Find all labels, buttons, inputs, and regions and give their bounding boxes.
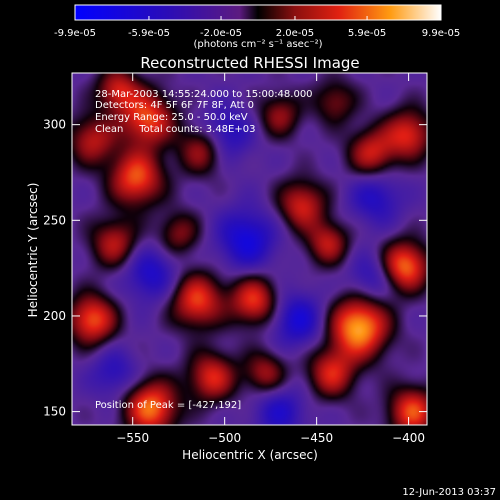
clean-counts-text: Clean Total counts: 3.48E+03 (95, 124, 255, 135)
colorbar-unit-label: (photons cm⁻² s⁻¹ asec⁻²) (193, 39, 322, 50)
chart-title: Reconstructed RHESSI Image (140, 54, 359, 72)
heatmap-image (72, 73, 427, 425)
footer-timestamp: 12-Jun-2013 03:37 (402, 487, 496, 498)
y-axis-label: Heliocentric Y (arcsec) (26, 183, 40, 318)
peak-position-text: Position of Peak = [-427,192] (95, 400, 241, 411)
x-tick-label: −500 (208, 431, 241, 445)
x-tick-label: −450 (300, 431, 333, 445)
colorbar-tick-label: 5.9e-05 (348, 28, 386, 39)
x-tick-label: −400 (392, 431, 425, 445)
colorbar: -9.9e-05 -5.9e-05 -2.0e-05 2.0e-05 5.9e-05 9.… (54, 4, 460, 50)
y-tick-label: 150 (43, 405, 66, 419)
y-axis-ticks: 150 200 250 300 (43, 118, 427, 419)
info-annotation: 28-Mar-2003 14:55:24.000 to 15:00:48.000… (95, 89, 313, 411)
colorbar-tick-label: 9.9e-05 (422, 28, 460, 39)
y-tick-label: 250 (43, 213, 66, 227)
colorbar-tick-label: -2.0e-05 (200, 28, 242, 39)
energy-range-text: Energy Range: 25.0 - 50.0 keV (95, 112, 248, 123)
time-range-text: 28-Mar-2003 14:55:24.000 to 15:00:48.000 (95, 89, 313, 100)
colorbar-tick-label: 2.0e-05 (276, 28, 314, 39)
x-axis-label: Heliocentric X (arcsec) (182, 448, 318, 462)
colorbar-tick-label: -5.9e-05 (128, 28, 170, 39)
plot-frame (71, 72, 428, 426)
y-tick-label: 300 (43, 118, 66, 132)
y-tick-label: 200 (43, 309, 66, 323)
colorbar-tick-label: -9.9e-05 (54, 28, 96, 39)
x-axis-ticks: −550 −500 −450 −400 (116, 73, 425, 445)
x-tick-label: −550 (116, 431, 149, 445)
colorbar-gradient (74, 4, 442, 21)
colorbar-ticks: -9.9e-05 -5.9e-05 -2.0e-05 2.0e-05 5.9e-05 9.… (54, 16, 460, 39)
detectors-text: Detectors: 4F 5F 6F 7F 8F, Att 0 (95, 100, 254, 111)
heatmap-raster (72, 73, 427, 425)
